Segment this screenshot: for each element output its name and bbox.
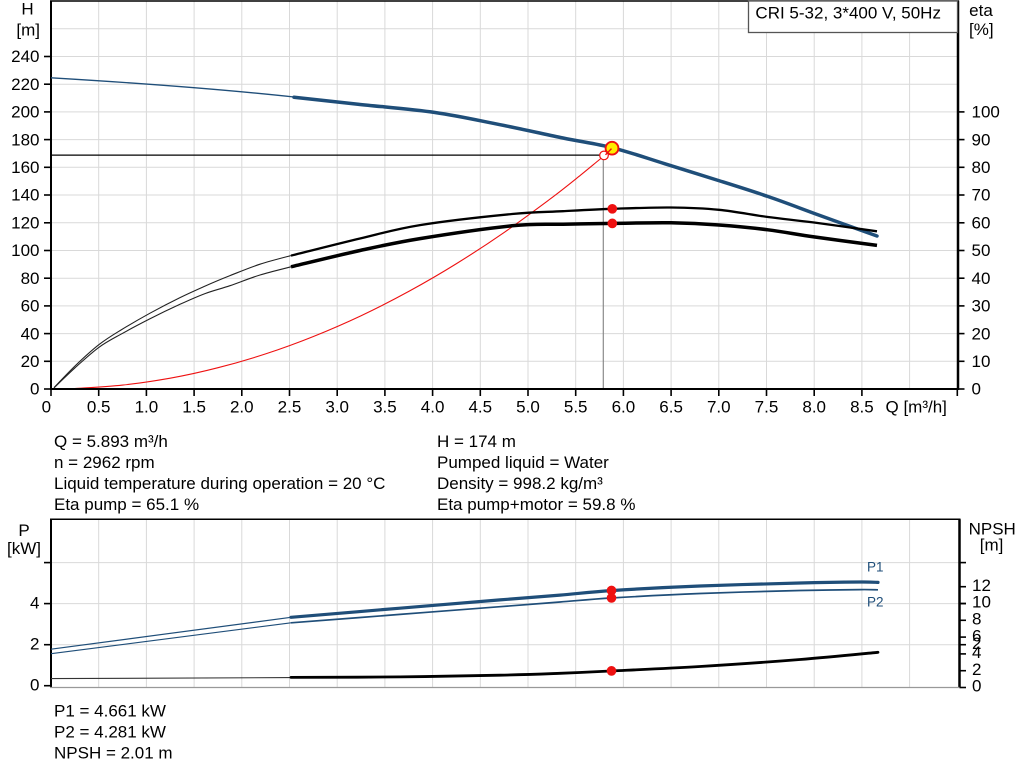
svg-text:100: 100	[972, 103, 1000, 122]
svg-text:CRI 5-32, 3*400 V, 50Hz: CRI 5-32, 3*400 V, 50Hz	[755, 4, 941, 23]
svg-text:[m]: [m]	[16, 20, 40, 39]
svg-text:H: H	[21, 0, 33, 19]
svg-text:12: 12	[972, 576, 991, 595]
svg-text:10: 10	[972, 593, 991, 612]
svg-text:70: 70	[972, 186, 991, 205]
svg-text:120: 120	[11, 213, 39, 232]
svg-text:8.0: 8.0	[802, 398, 826, 417]
svg-text:20: 20	[972, 324, 991, 343]
svg-text:2: 2	[30, 635, 39, 654]
svg-text:0: 0	[972, 677, 981, 696]
svg-text:6: 6	[972, 626, 981, 645]
svg-text:2: 2	[972, 634, 981, 653]
svg-text:Eta pump = 65.1 %: Eta pump = 65.1 %	[54, 495, 199, 514]
svg-text:0: 0	[30, 676, 39, 695]
svg-text:5.0: 5.0	[516, 398, 540, 417]
svg-text:P2: P2	[867, 594, 884, 609]
svg-text:90: 90	[972, 130, 991, 149]
svg-text:2.5: 2.5	[278, 398, 302, 417]
svg-text:Liquid temperature during oper: Liquid temperature during operation = 20…	[54, 474, 385, 493]
svg-text:200: 200	[11, 103, 39, 122]
svg-text:1.0: 1.0	[135, 398, 159, 417]
svg-text:Eta pump+motor = 59.8 %: Eta pump+motor = 59.8 %	[437, 495, 635, 514]
svg-text:40: 40	[21, 324, 40, 343]
svg-text:0: 0	[42, 398, 51, 417]
svg-text:3.5: 3.5	[373, 398, 397, 417]
svg-text:8: 8	[972, 610, 981, 629]
svg-text:180: 180	[11, 130, 39, 149]
svg-text:4.0: 4.0	[421, 398, 445, 417]
svg-text:80: 80	[21, 269, 40, 288]
svg-text:Pumped liquid = Water: Pumped liquid = Water	[437, 453, 609, 472]
svg-text:6.5: 6.5	[659, 398, 683, 417]
svg-text:50: 50	[972, 241, 991, 260]
svg-text:20: 20	[21, 352, 40, 371]
svg-text:n = 2962 rpm: n = 2962 rpm	[54, 453, 155, 472]
svg-text:10: 10	[972, 352, 991, 371]
svg-text:0.5: 0.5	[87, 398, 111, 417]
svg-text:Q = 5.893 m³/h: Q = 5.893 m³/h	[54, 432, 168, 451]
svg-text:3.0: 3.0	[325, 398, 349, 417]
svg-text:30: 30	[972, 297, 991, 316]
svg-text:4.5: 4.5	[468, 398, 492, 417]
svg-text:H = 174 m: H = 174 m	[437, 432, 516, 451]
svg-text:P1: P1	[867, 560, 884, 575]
svg-text:NPSH = 2.01 m: NPSH = 2.01 m	[54, 744, 173, 763]
svg-text:40: 40	[972, 269, 991, 288]
svg-text:220: 220	[11, 75, 39, 94]
svg-text:4: 4	[972, 643, 981, 662]
svg-text:7.0: 7.0	[707, 398, 731, 417]
svg-text:4: 4	[30, 594, 39, 613]
svg-text:160: 160	[11, 158, 39, 177]
svg-text:60: 60	[21, 297, 40, 316]
svg-text:P1 = 4.661 kW: P1 = 4.661 kW	[54, 702, 166, 721]
svg-text:[m]: [m]	[980, 536, 1004, 555]
svg-text:80: 80	[972, 158, 991, 177]
svg-text:[%]: [%]	[969, 20, 994, 39]
svg-text:5.5: 5.5	[564, 398, 588, 417]
svg-text:NPSH: NPSH	[969, 519, 1016, 538]
svg-text:2: 2	[972, 660, 981, 679]
svg-text:P2 = 4.281 kW: P2 = 4.281 kW	[54, 723, 166, 742]
svg-text:2.0: 2.0	[230, 398, 254, 417]
svg-text:240: 240	[11, 47, 39, 66]
svg-text:eta: eta	[969, 1, 993, 20]
svg-text:7.5: 7.5	[755, 398, 779, 417]
svg-text:0: 0	[972, 380, 981, 399]
svg-text:140: 140	[11, 186, 39, 205]
svg-text:1.5: 1.5	[182, 398, 206, 417]
svg-text:8.5: 8.5	[850, 398, 874, 417]
svg-text:Density = 998.2 kg/m³: Density = 998.2 kg/m³	[437, 474, 603, 493]
svg-text:60: 60	[972, 213, 991, 232]
svg-text:100: 100	[11, 241, 39, 260]
svg-text:0: 0	[30, 380, 39, 399]
svg-text:6.0: 6.0	[612, 398, 636, 417]
svg-text:Q [m³/h]: Q [m³/h]	[886, 398, 947, 417]
svg-text:P: P	[18, 521, 29, 540]
svg-text:[kW]: [kW]	[7, 539, 41, 558]
